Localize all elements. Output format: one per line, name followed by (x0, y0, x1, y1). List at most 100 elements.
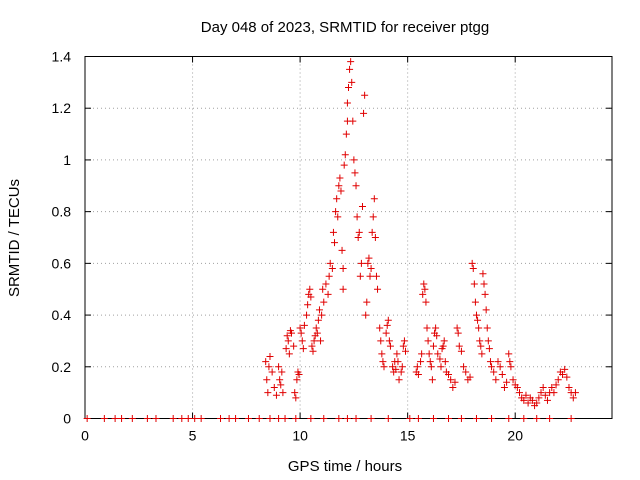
data-point (533, 415, 541, 422)
data-point (275, 415, 283, 422)
data-point (492, 376, 500, 384)
data-point (278, 368, 286, 376)
data-point (441, 358, 449, 366)
data-point (385, 337, 393, 345)
data-point (550, 389, 558, 397)
data-point (395, 376, 403, 384)
data-point (380, 363, 388, 371)
data-point (548, 383, 556, 391)
data-point (478, 350, 486, 358)
data-point (308, 342, 316, 350)
data-point (370, 195, 378, 203)
data-point (503, 378, 511, 386)
data-point (343, 415, 351, 422)
data-point (347, 58, 355, 66)
data-point (453, 324, 461, 332)
data-point (424, 337, 432, 345)
data-point (480, 280, 488, 288)
data-point (361, 91, 369, 99)
data-point (520, 415, 528, 422)
data-point (225, 415, 233, 422)
data-point (83, 415, 91, 422)
data-point (392, 365, 400, 373)
data-point (378, 350, 386, 358)
data-point (483, 324, 491, 332)
data-point (320, 298, 328, 306)
data-point (539, 383, 547, 391)
data-point (485, 345, 493, 353)
data-point (351, 169, 359, 177)
data-point (541, 391, 549, 399)
data-point (306, 285, 314, 293)
data-point (569, 394, 577, 402)
data-point (349, 117, 357, 125)
data-point (460, 363, 468, 371)
data-point (414, 415, 422, 422)
data-point (309, 347, 317, 355)
x-tick-label: 10 (292, 428, 308, 444)
data-point (457, 415, 465, 422)
data-point (484, 337, 492, 345)
data-point (328, 265, 336, 273)
data-point (262, 358, 270, 366)
data-point (440, 337, 448, 345)
data-point (345, 84, 352, 92)
data-point (307, 415, 315, 422)
data-point (394, 358, 402, 366)
data-point (275, 363, 283, 371)
data-point (357, 259, 365, 267)
x-tick-label: 5 (189, 428, 197, 444)
data-point (264, 389, 272, 397)
data-point (445, 415, 453, 422)
data-point (329, 228, 337, 236)
data-point (516, 389, 524, 397)
data-point (339, 265, 347, 273)
data-point (500, 383, 508, 391)
data-point (295, 371, 303, 379)
data-point (143, 415, 151, 422)
data-point (507, 363, 515, 371)
data-point (358, 202, 366, 210)
data-point (184, 415, 192, 422)
data-point (418, 350, 426, 358)
data-point (277, 381, 285, 389)
data-point (284, 337, 292, 345)
data-point (477, 342, 485, 350)
data-point (369, 213, 377, 221)
data-point (352, 182, 360, 190)
data-point (354, 234, 362, 241)
data-point (272, 391, 280, 399)
data-point (111, 415, 119, 422)
data-point (244, 415, 252, 422)
data-point (281, 415, 289, 422)
data-point (535, 394, 543, 402)
data-point (429, 415, 437, 422)
data-point (479, 270, 487, 278)
data-point (282, 345, 290, 353)
data-point (368, 228, 376, 236)
data-point (333, 195, 341, 203)
data-point (449, 383, 457, 391)
axis-ticks (84, 56, 612, 419)
data-point (561, 365, 569, 373)
data-point (475, 324, 483, 332)
data-point (383, 321, 391, 329)
data-point (371, 234, 379, 241)
data-point (100, 415, 108, 422)
data-point (341, 151, 349, 159)
data-point (472, 311, 480, 319)
data-point (563, 373, 571, 381)
y-axis-label: SRMTID / TECUs (6, 179, 23, 297)
data-point (307, 293, 315, 301)
data-point (318, 311, 326, 319)
data-point (296, 324, 304, 332)
data-point (169, 415, 177, 422)
data-point (384, 415, 392, 422)
data-point (293, 376, 301, 384)
data-point (319, 285, 327, 293)
data-point (447, 376, 455, 384)
data-point (331, 239, 339, 247)
data-point (335, 415, 343, 422)
data-point (217, 415, 225, 422)
data-point (384, 316, 392, 324)
